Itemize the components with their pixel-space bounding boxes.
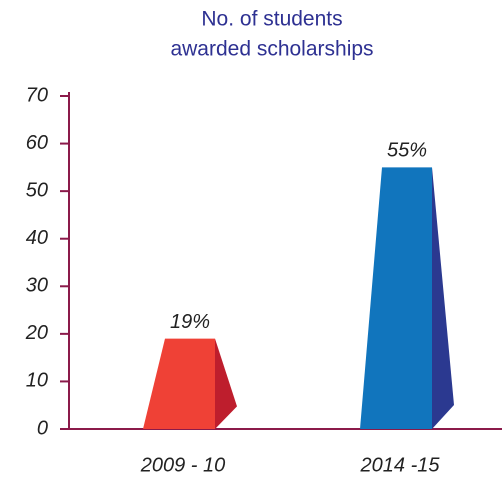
bar [143, 338, 215, 429]
value-label: 19% [170, 311, 210, 333]
chart-title: awarded scholarships [170, 38, 373, 61]
value-label: 55% [387, 140, 427, 162]
y-tick-label: 70 [26, 84, 48, 106]
bar-side [215, 338, 237, 429]
y-tick-label: 40 [26, 227, 48, 249]
bar [360, 167, 432, 429]
y-tick-label: 20 [25, 322, 48, 344]
bar-side [432, 167, 454, 429]
y-tick-label: 50 [26, 179, 48, 201]
x-tick-label: 2009 - 10 [140, 454, 226, 476]
y-tick-label: 30 [26, 275, 48, 297]
y-tick-label: 10 [26, 370, 48, 392]
y-tick-label: 0 [37, 417, 48, 439]
y-tick-label: 60 [26, 132, 48, 154]
x-tick-label: 2014 -15 [360, 454, 441, 476]
chart-title: No. of students [201, 8, 342, 31]
